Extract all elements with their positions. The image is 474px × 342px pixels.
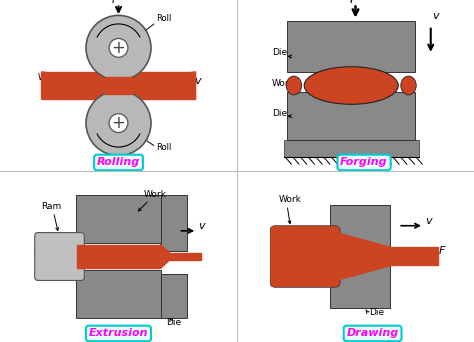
- Bar: [42, 72, 195, 99]
- Text: Work: Work: [279, 195, 301, 204]
- Text: Ram: Ram: [42, 202, 62, 211]
- Text: Roll: Roll: [156, 144, 172, 153]
- Text: Die: Die: [369, 308, 384, 317]
- Ellipse shape: [286, 76, 301, 95]
- FancyBboxPatch shape: [270, 226, 340, 287]
- Text: +: +: [111, 114, 126, 132]
- Text: Die: Die: [272, 109, 287, 118]
- Bar: [76, 195, 161, 243]
- Ellipse shape: [401, 76, 416, 95]
- Bar: [170, 253, 201, 260]
- Text: +: +: [111, 39, 126, 57]
- Bar: [390, 248, 438, 265]
- Text: $F$: $F$: [349, 0, 358, 5]
- Circle shape: [109, 39, 128, 57]
- Text: $v$: $v$: [194, 76, 202, 86]
- Ellipse shape: [304, 67, 398, 104]
- Bar: [283, 140, 419, 157]
- Text: Die: Die: [272, 48, 287, 57]
- Polygon shape: [132, 72, 195, 99]
- Circle shape: [109, 114, 128, 133]
- Text: Work: Work: [144, 190, 167, 199]
- Polygon shape: [160, 245, 170, 268]
- Text: $v$: $v$: [198, 221, 207, 231]
- Text: $v$: $v$: [432, 11, 441, 21]
- FancyBboxPatch shape: [35, 233, 84, 280]
- Text: Forging: Forging: [340, 157, 388, 168]
- Text: Work: Work: [38, 74, 59, 82]
- Bar: [77, 245, 160, 268]
- Polygon shape: [42, 72, 105, 99]
- Circle shape: [86, 91, 151, 156]
- Text: $F$: $F$: [111, 159, 119, 171]
- Bar: [330, 205, 390, 250]
- Text: Drawing: Drawing: [346, 328, 399, 339]
- Text: $v$: $v$: [425, 216, 434, 226]
- Bar: [287, 21, 415, 72]
- Circle shape: [86, 15, 151, 80]
- Text: Work: Work: [272, 79, 294, 88]
- Bar: [287, 92, 415, 140]
- Text: Roll: Roll: [156, 14, 172, 23]
- Text: $F$: $F$: [111, 0, 119, 4]
- Polygon shape: [330, 231, 390, 282]
- Bar: [76, 270, 161, 318]
- Text: Rolling: Rolling: [97, 157, 140, 168]
- Bar: [161, 195, 187, 251]
- Text: Extrusion: Extrusion: [89, 328, 148, 339]
- Text: Die: Die: [166, 318, 182, 327]
- Bar: [161, 274, 187, 318]
- Bar: [330, 265, 390, 308]
- Text: $F$: $F$: [33, 241, 42, 253]
- Bar: [105, 77, 132, 94]
- Text: $F$: $F$: [438, 244, 447, 256]
